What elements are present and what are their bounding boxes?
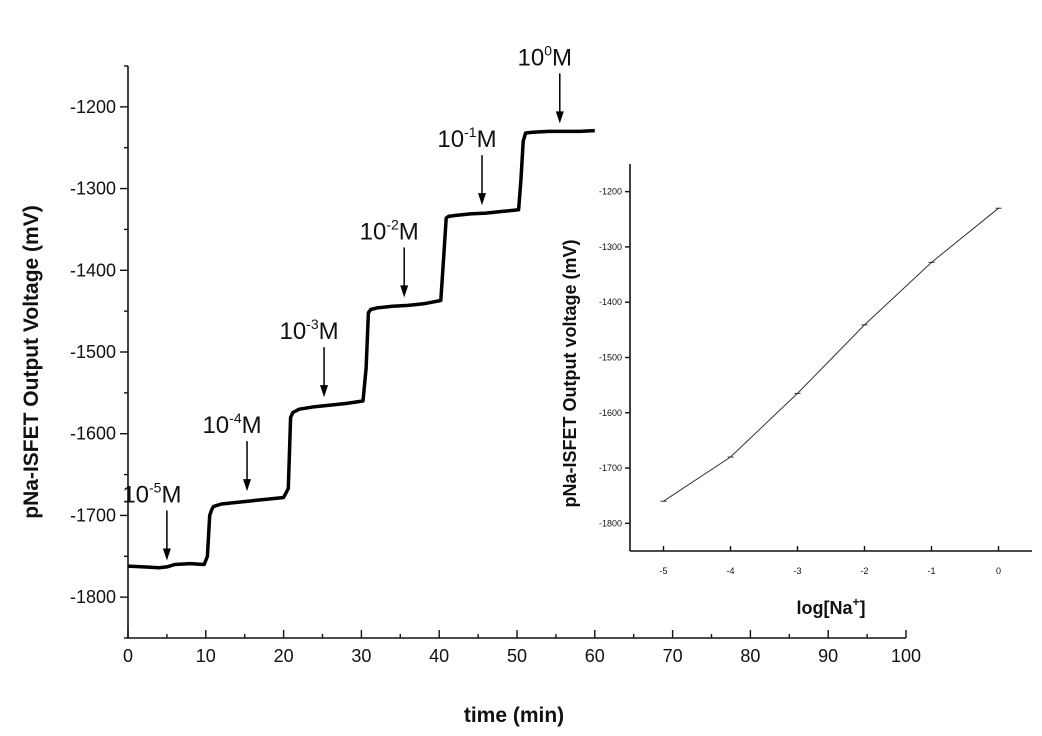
x-tick-label: 10 — [196, 646, 216, 666]
inset-y-tick-label: -1700 — [599, 463, 622, 473]
y-tick-label: -1300 — [70, 179, 116, 199]
inset-y-axis-title: pNa-ISFET Output voltage (mV) — [560, 239, 580, 507]
main-plot: 0 10 20 30 40 50 60 70 80 90 100 -1800 -1700 -1600 -15… — [20, 42, 921, 727]
x-tick-label: 50 — [507, 646, 527, 666]
x-tick-label: 20 — [274, 646, 294, 666]
inset-series-line — [663, 207, 999, 502]
inset-y-tick-label: -1800 — [599, 518, 622, 528]
inset-y-tick-label: -1600 — [599, 408, 622, 418]
inset-y-tick-label: -1300 — [599, 242, 622, 252]
y-tick-label: -1700 — [70, 505, 116, 525]
y-tick-label: -1600 — [70, 424, 116, 444]
annotation-arrow-head — [555, 111, 564, 124]
concentration-annotation: 10-1M — [437, 124, 497, 206]
annotation-label: 10-1M — [437, 124, 496, 153]
annotation-label: 10-4M — [202, 410, 261, 439]
inset-x-tick-label: -2 — [860, 566, 868, 576]
annotation-arrow-head — [243, 479, 252, 492]
inset-x-tick-label: 0 — [996, 566, 1001, 576]
x-tick-label: 80 — [740, 646, 760, 666]
x-tick-label: 90 — [818, 646, 838, 666]
x-axis-title: time (min) — [464, 704, 564, 727]
x-tick-label: 60 — [585, 646, 605, 666]
y-tick-label: -1800 — [70, 587, 116, 607]
annotation-label: 10-5M — [122, 480, 181, 509]
annotation-arrow-head — [320, 385, 329, 398]
x-tick-label: 30 — [351, 646, 371, 666]
x-tick-label: 100 — [891, 646, 921, 666]
annotation-arrow-head — [400, 285, 409, 298]
inset-y-tick-label: -1500 — [599, 353, 622, 363]
inset-x-tick-label: -4 — [726, 566, 734, 576]
inset-x-tick-label: -1 — [927, 566, 935, 576]
concentration-annotation: 10-3M — [279, 316, 339, 398]
inset-x-axis-title: log[Na+] — [796, 595, 865, 618]
x-tick-label: 0 — [123, 646, 133, 666]
inset-y-tick-label: -1400 — [599, 297, 622, 307]
annotation-label: 10-2M — [360, 216, 419, 245]
annotation-arrow-head — [477, 193, 486, 206]
concentration-annotation: 100M — [518, 42, 573, 124]
y-axis-title: pNa-ISFET Output Voltage (mV) — [20, 205, 43, 518]
annotation-label: 100M — [518, 42, 573, 71]
y-tick-label: -1200 — [70, 97, 116, 117]
inset-x-tick-label: -5 — [659, 566, 667, 576]
x-tick-label: 40 — [429, 646, 449, 666]
y-tick-label: -1500 — [70, 342, 116, 362]
inset-y-tick-label: -1200 — [599, 187, 622, 197]
x-tick-label: 70 — [663, 646, 683, 666]
inset-x-tick-label: -3 — [793, 566, 801, 576]
concentration-annotation: 10-4M — [202, 410, 262, 492]
annotation-label: 10-3M — [279, 316, 338, 345]
series-line — [127, 128, 595, 570]
concentration-annotation: 10-2M — [360, 216, 419, 298]
inset-plot: -5 -4 -3 -2 -1 0 -1800 -1700 -1600 -1500 -1400 -130… — [560, 164, 1032, 618]
annotation-arrow-head — [162, 548, 171, 561]
concentration-annotation: 10-5M — [122, 480, 181, 561]
y-tick-label: -1400 — [70, 260, 116, 280]
